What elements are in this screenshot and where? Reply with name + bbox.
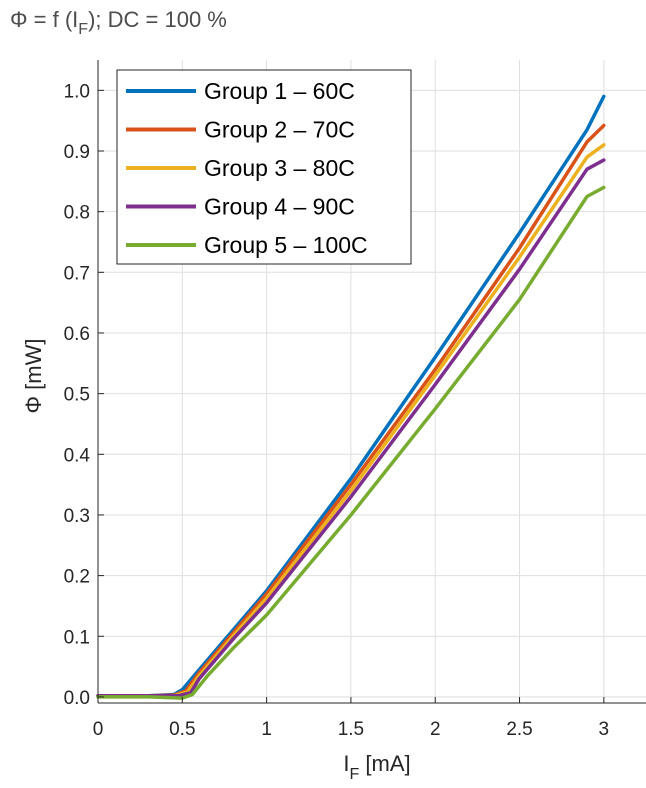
series-line-group-4	[96, 158, 606, 698]
x-tick-label: 2.5	[506, 719, 532, 740]
y-tick-label: 0.7	[64, 263, 90, 284]
x-axis-label: IF [mA]	[343, 751, 410, 783]
chart-title-subscript: F	[78, 21, 88, 38]
y-tick-label: 1.0	[64, 81, 90, 102]
data-lines	[96, 94, 606, 700]
x-axis-label-main: I	[343, 751, 349, 776]
legend-label-group-2: Group 2 – 70C	[204, 117, 355, 143]
x-tick-label: 1.5	[338, 719, 364, 740]
x-tick-label: 2	[430, 719, 441, 740]
x-tick-label: 0	[93, 719, 104, 740]
legend-items: Group 1 – 60C Group 2 – 70C Group 3 – 80C G…	[126, 78, 368, 258]
legend: Group 1 – 60C Group 2 – 70C Group 3 – 80C G…	[116, 69, 412, 265]
y-tick-label: 0.4	[64, 445, 91, 466]
y-tick-label: 0.9	[64, 142, 90, 163]
axes	[97, 60, 646, 704]
x-tick-labels: 0 0.5 1 1.5 2 2.5 3	[93, 719, 609, 740]
y-tick-label: 0.3	[64, 506, 90, 527]
y-tick-label: 0.5	[64, 385, 90, 406]
y-tick-label: 0.1	[64, 627, 90, 648]
chart-title-rest: ); DC = 100 %	[88, 7, 227, 32]
x-axis-label-subscript: F	[350, 766, 360, 783]
x-axis-label-rest: [mA]	[359, 751, 410, 776]
legend-label-group-3: Group 3 – 80C	[204, 155, 355, 181]
chart-title: Φ = f (IF); DC = 100 %	[10, 7, 227, 38]
y-tick-label: 0.0	[64, 688, 90, 709]
y-tick-label: 0.2	[64, 567, 90, 588]
x-tick-label: 3	[599, 719, 610, 740]
y-tick-labels: 0.0 0.1 0.2 0.3 0.4 0.5 0.6 0.7 0.8 0.9 1.0	[64, 81, 91, 709]
chart-title-main: Φ = f (I	[10, 7, 78, 32]
x-tick-label: 0.5	[169, 719, 195, 740]
x-tick-label: 1	[261, 719, 272, 740]
y-tick-label: 0.6	[64, 324, 90, 345]
legend-label-group-1: Group 1 – 60C	[204, 78, 355, 104]
legend-label-group-4: Group 4 – 90C	[204, 194, 355, 220]
y-tick-label: 0.8	[64, 203, 90, 224]
y-axis-label: Φ [mW]	[21, 339, 46, 414]
series-line-group-5	[96, 185, 606, 700]
legend-label-group-5: Group 5 – 100C	[204, 232, 368, 258]
